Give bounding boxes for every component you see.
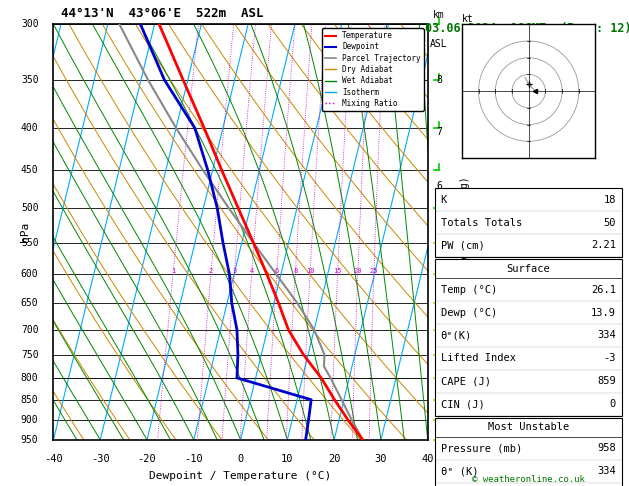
Text: 500: 500 [21,204,38,213]
Text: 400: 400 [21,123,38,133]
Text: 900: 900 [21,416,38,425]
Text: 20: 20 [328,453,340,464]
Text: -20: -20 [138,453,157,464]
Text: CAPE (J): CAPE (J) [441,376,491,386]
Text: 859: 859 [598,376,616,386]
Text: 350: 350 [21,75,38,85]
Text: θᵉ(K): θᵉ(K) [441,330,472,341]
Text: 0: 0 [610,399,616,409]
Text: 4: 4 [250,268,253,274]
Text: 15: 15 [333,268,342,274]
Text: Pressure (mb): Pressure (mb) [441,443,522,453]
Text: LCL: LCL [439,373,454,382]
Text: 800: 800 [21,373,38,383]
Text: -10: -10 [184,453,203,464]
Text: -3: -3 [604,353,616,364]
Text: Dewpoint / Temperature (°C): Dewpoint / Temperature (°C) [150,471,331,481]
Bar [435,418,622,486]
Text: 5: 5 [436,231,442,241]
Text: 50: 50 [604,218,616,227]
Text: 03.06.2024  18GMT  (Base: 12): 03.06.2024 18GMT (Base: 12) [425,22,629,35]
Text: kt: kt [462,14,474,23]
Text: Dewp (°C): Dewp (°C) [441,308,497,318]
Text: 20: 20 [353,268,362,274]
Text: 40: 40 [421,453,434,464]
Text: 334: 334 [598,330,616,341]
Text: 600: 600 [21,269,38,279]
Text: 6: 6 [275,268,279,274]
Text: 30: 30 [375,453,387,464]
Text: Totals Totals: Totals Totals [441,218,522,227]
Legend: Temperature, Dewpoint, Parcel Trajectory, Dry Adiabat, Wet Adiabat, Isotherm, Mi: Temperature, Dewpoint, Parcel Trajectory… [321,28,424,111]
Text: 2.21: 2.21 [591,241,616,250]
Text: 450: 450 [21,165,38,175]
Text: -40: -40 [44,453,63,464]
Text: Lifted Index: Lifted Index [441,353,516,364]
Text: 850: 850 [21,395,38,405]
Text: 1: 1 [436,403,442,413]
Bar [435,260,622,416]
Text: km: km [433,10,445,20]
Text: 25: 25 [370,268,378,274]
Text: 750: 750 [21,349,38,360]
Text: 958: 958 [598,443,616,453]
Text: -30: -30 [91,453,109,464]
Text: 2: 2 [436,368,442,378]
Text: 7: 7 [436,127,442,138]
Text: Surface: Surface [506,264,550,274]
Text: 300: 300 [21,19,38,29]
Text: 650: 650 [21,298,38,308]
Text: K: K [441,195,447,205]
Text: Temp (°C): Temp (°C) [441,285,497,295]
Text: hPa: hPa [20,222,30,242]
Text: Most Unstable: Most Unstable [487,422,569,433]
Text: 950: 950 [21,435,38,445]
Text: 10: 10 [306,268,314,274]
Text: 10: 10 [281,453,294,464]
Text: © weatheronline.co.uk: © weatheronline.co.uk [472,475,585,484]
Text: CIN (J): CIN (J) [441,399,484,409]
Text: 700: 700 [21,325,38,335]
Text: 4: 4 [436,281,442,291]
Text: 18: 18 [604,195,616,205]
Bar [435,189,622,257]
Text: 13.9: 13.9 [591,308,616,318]
Text: 334: 334 [598,466,616,476]
Text: 26.1: 26.1 [591,285,616,295]
Text: 6: 6 [436,181,442,191]
Text: 3: 3 [436,325,442,335]
Text: 0: 0 [238,453,243,464]
Text: θᵉ (K): θᵉ (K) [441,466,478,476]
Text: 8: 8 [436,75,442,85]
Text: 2: 2 [209,268,213,274]
Text: 8: 8 [293,268,298,274]
Text: 1: 1 [171,268,175,274]
Text: 3: 3 [232,268,237,274]
Text: Mixing Ratio (g/kg): Mixing Ratio (g/kg) [460,176,470,288]
Text: PW (cm): PW (cm) [441,241,484,250]
Text: ASL: ASL [430,39,448,49]
Text: 550: 550 [21,238,38,248]
Text: 44°13'N  43°06'E  522m  ASL: 44°13'N 43°06'E 522m ASL [61,7,264,20]
